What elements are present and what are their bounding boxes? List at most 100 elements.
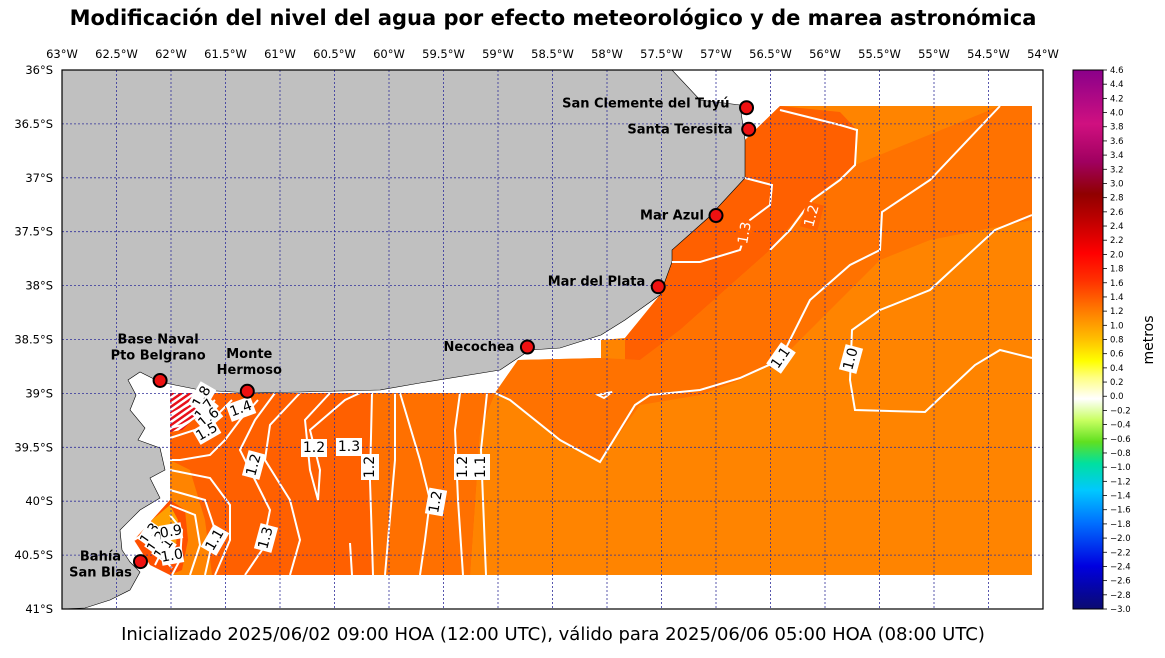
location-label-line: Mar Azul <box>640 209 704 224</box>
colorbar-label: metros <box>1141 315 1157 364</box>
location-label-line: Pto Belgrano <box>111 348 206 363</box>
colorbar <box>1072 69 1104 610</box>
latitude-labels: 36°S 36.5°S 37°S 37.5°S 38°S 38.5°S 39°S 39.5°S… <box>14 63 53 616</box>
longitude-label: 57°W <box>700 47 732 61</box>
contour-label: 1.3 <box>255 525 276 551</box>
latitude-label: 36.5°S <box>14 117 53 131</box>
location-marker[interactable] <box>741 121 757 137</box>
colorbar-tick-label: 0.4 <box>1110 364 1124 374</box>
location-label-line: Santa Teresita <box>627 122 732 137</box>
colorbar-tick-label: −2.4 <box>1110 562 1131 572</box>
longitude-label: 61.5°W <box>204 47 247 61</box>
colorbar-tick-label: −1.4 <box>1110 492 1131 502</box>
longitude-label: 56°W <box>809 47 841 61</box>
contour-label: 1.2 <box>243 452 264 478</box>
colorbar-tick-label: 1.4 <box>1110 293 1124 303</box>
longitude-label: 59.5°W <box>422 47 465 61</box>
location-markers: San Clemente del Tuyú Santa Teresita Mar A… <box>69 97 757 581</box>
location-label-line: Mar del Plata <box>548 275 646 290</box>
location-label: San Clemente del Tuyú <box>562 97 729 112</box>
latitude-label: 40°S <box>25 494 53 508</box>
location-marker[interactable] <box>650 279 666 295</box>
colorbar-tick-label: −0.4 <box>1110 421 1131 431</box>
colorbar-tick-label: 3.4 <box>1110 151 1124 161</box>
longitude-label: 60.5°W <box>313 47 356 61</box>
location-label: Mar del Plata <box>548 275 646 290</box>
location-marker[interactable] <box>152 372 168 388</box>
longitude-label: 59°W <box>482 47 514 61</box>
colorbar-tick-label: 3.2 <box>1110 165 1124 175</box>
colorbar-tick-label: 1.6 <box>1110 279 1124 289</box>
location-label-line: San Clemente del Tuyú <box>562 97 729 112</box>
location-label: Base Naval Pto Belgrano <box>111 332 206 363</box>
colorbar-tick-label: −1.6 <box>1110 506 1131 516</box>
contour-label: 1.0 <box>160 546 185 566</box>
latitude-label: 37.5°S <box>14 225 53 239</box>
colorbar-tick-label: 0.8 <box>1110 336 1124 346</box>
figure-subtitle: Inicializado 2025/06/02 09:00 HOA (12:00… <box>121 624 985 645</box>
location-label-line: Necochea <box>444 340 515 355</box>
colorbar-tick-label: −2.8 <box>1110 591 1131 601</box>
longitude-labels: 63°W 62.5°W 62°W 61.5°W 61°W 60.5°W 60°W 59.5°W… <box>46 47 1059 61</box>
latitude-label: 37°S <box>25 171 53 185</box>
contour-label: 1.2 <box>303 440 325 456</box>
colorbar-tick-label: 1.0 <box>1110 321 1124 331</box>
colorbar-tick-label: 4.6 <box>1110 66 1124 76</box>
longitude-label: 55°W <box>918 47 950 61</box>
colorbar-tick-label: 2.8 <box>1110 194 1124 204</box>
contour-label: 1.2 <box>455 456 471 478</box>
latitude-label: 41°S <box>25 602 53 616</box>
location-label-line: San Blas <box>69 566 132 581</box>
contour-label: 1.2 <box>362 456 378 478</box>
colorbar-tick-label: 2.0 <box>1110 250 1124 260</box>
contour-label: 1.2 <box>426 490 446 515</box>
colorbar-tick-label: −2.2 <box>1110 548 1131 558</box>
latitude-label: 36°S <box>25 63 53 77</box>
colorbar-tick-label: 1.2 <box>1110 307 1124 317</box>
location-marker[interactable] <box>739 100 755 116</box>
colorbar-tick-label: −0.8 <box>1110 449 1131 459</box>
colorbar-tick-label: −1.2 <box>1110 477 1131 487</box>
colorbar-tick-label: −0.6 <box>1110 435 1131 445</box>
location-label: Santa Teresita <box>627 122 732 137</box>
latitude-label: 38°S <box>25 279 53 293</box>
location-marker[interactable] <box>519 339 535 355</box>
location-label: Necochea <box>444 340 515 355</box>
contour-label: 1.3 <box>338 439 360 455</box>
colorbar-tick-label: 3.6 <box>1110 137 1124 147</box>
colorbar-tick-label: 1.8 <box>1110 265 1124 275</box>
latitude-label: 40.5°S <box>14 548 53 562</box>
longitude-label: 62.5°W <box>95 47 138 61</box>
longitude-label: 62°W <box>155 47 187 61</box>
contour-label: 0.9 <box>159 522 184 542</box>
latitude-label: 38.5°S <box>14 333 53 347</box>
location-marker[interactable] <box>239 383 255 399</box>
location-label: Mar Azul <box>640 209 704 224</box>
colorbar-tick-label: 3.0 <box>1110 179 1124 189</box>
contour-label: 1.2 <box>801 203 822 229</box>
contour-lines <box>133 105 1033 576</box>
location-marker[interactable] <box>132 554 148 570</box>
colorbar-tick-label: 2.6 <box>1110 208 1124 218</box>
colorbar-tick-label: −1.8 <box>1110 520 1131 530</box>
map-frame <box>61 69 1044 610</box>
colorbar-tick-label: 2.4 <box>1110 222 1124 232</box>
colorbar-ticks: 4.6 4.4 4.2 4.0 3.8 3.6 3.4 3.2 3.0 2.8 2.6 2.4 2.2 2… <box>1103 66 1131 615</box>
latitude-label: 39.5°S <box>14 440 53 454</box>
contour-label: 1.3 <box>735 221 755 246</box>
longitude-label: 54°W <box>1027 47 1059 61</box>
colorbar-tick-label: −0.2 <box>1110 406 1131 416</box>
location-marker[interactable] <box>708 208 724 224</box>
longitude-label: 55.5°W <box>858 47 901 61</box>
longitude-label: 61°W <box>264 47 296 61</box>
longitude-label: 57.5°W <box>640 47 683 61</box>
colorbar-tick-label: −3.0 <box>1110 605 1131 615</box>
location-label: Bahía San Blas <box>69 550 132 581</box>
figure-title: Modificación del nivel del agua por efec… <box>69 6 1037 30</box>
location-label: Monte Hermoso <box>217 347 282 378</box>
contour-label: 1.1 <box>473 456 489 478</box>
location-label-line: Base Naval <box>118 332 199 347</box>
colorbar-tick-label: 0.2 <box>1110 378 1124 388</box>
colorbar-tick-label: 4.0 <box>1110 109 1124 119</box>
